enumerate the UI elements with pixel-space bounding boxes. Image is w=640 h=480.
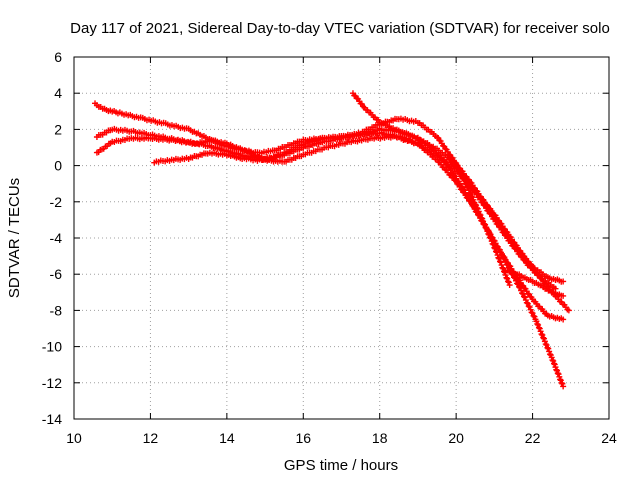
data-point-track-5 [541,338,548,345]
data-point-track-5 [545,345,552,352]
chart-title: Day 117 of 2021, Sidereal Day-to-day VTE… [70,20,610,37]
y-tick-label: 4 [54,85,62,101]
x-tick-label: 24 [601,430,617,446]
y-tick-label: 0 [54,158,62,174]
data-point-track-5 [549,357,556,364]
data-point-track-5 [537,328,544,335]
data-point-track-5 [541,335,548,342]
data-point-track-5 [550,360,557,367]
data-point-track-4 [497,259,504,266]
data-point-track-5 [553,366,560,373]
data-point-track-5 [514,280,521,287]
data-point-track-4 [505,279,512,286]
y-tick-label: 2 [54,121,62,137]
data-point-track-5 [360,103,367,110]
x-axis-label: GPS time / hours [284,457,398,474]
data-point-track-5 [516,283,523,290]
grid-lines [74,57,609,419]
data-point-track-4 [496,258,503,265]
data-point-track-5 [542,341,549,348]
y-tick-label: -4 [50,230,63,246]
data-point-track-5 [478,217,485,224]
data-point-track-5 [557,376,564,383]
data-point-track-5 [539,331,546,338]
data-point-track-5 [458,183,465,190]
data-point-track-5 [546,351,553,358]
data-point-track-5 [520,293,527,300]
y-axis-label: SDTVAR / TECUs [6,178,23,298]
data-point-track-4 [504,275,511,282]
x-tick-label: 14 [219,430,235,446]
data-point-track-2 [565,307,572,314]
data-point-track-5 [523,299,530,306]
data-point-track-1 [560,278,567,285]
plot-frame [73,56,610,420]
data-point-track-5 [534,320,541,327]
data-point-track-5 [533,318,540,325]
data-point-track-4 [506,282,513,289]
data-point-track-4 [495,254,502,261]
y-tick-label: 6 [54,49,62,65]
data-point-track-5 [463,192,470,199]
data-point-track-5 [500,255,507,262]
data-point-track-5 [498,251,505,258]
data-point-track-5 [468,201,475,208]
data-point-track-5 [546,348,553,355]
data-point-track-5 [530,312,537,319]
data-point-track-5 [519,290,526,297]
data-point-track-5 [558,379,565,386]
y-tick-label: -12 [42,375,62,391]
data-point-track-6 [520,256,527,263]
data-point-track-5 [525,303,532,310]
y-tick-label: -8 [50,302,63,318]
data-point-track-4 [503,274,510,281]
y-tick-label: -6 [50,266,63,282]
data-point-track-5 [538,331,545,338]
data-point-track-5 [480,220,487,227]
data-point-track-5 [465,195,472,202]
data-point-track-5 [536,325,543,332]
data-point-track-4 [498,262,505,269]
data-point-track-7 [560,292,567,299]
x-tick-label: 22 [525,430,541,446]
data-point-track-5 [528,309,535,316]
x-tick-label: 18 [372,430,388,446]
data-point-track-5 [535,324,542,331]
x-tick-label: 16 [295,430,311,446]
data-point-track-3 [560,316,567,323]
data-point-track-5 [560,383,567,390]
data-point-track-5 [505,264,512,271]
data-point-track-5 [473,208,480,215]
data-point-track-5 [495,246,502,253]
data-point-track-5 [543,342,550,349]
data-point-track-5 [475,211,482,218]
data-points [92,90,572,390]
data-point-track-5 [488,233,495,240]
x-tick-label: 20 [448,430,464,446]
data-point-track-5 [535,321,542,328]
y-tick-label: -2 [50,194,63,210]
data-point-track-5 [554,370,561,377]
data-point-track-5 [484,226,491,233]
data-point-track-5 [544,344,551,351]
x-tick-label: 10 [66,430,82,446]
y-tick-label: -14 [42,411,62,427]
data-point-track-5 [490,237,497,244]
data-point-track-5 [493,242,500,249]
data-point-track-5 [503,261,510,268]
data-point-track-5 [540,334,547,341]
data-point-track-4 [499,264,506,271]
data-point-track-4 [505,278,512,285]
y-tick-label: -10 [42,339,62,355]
x-tick-label: 12 [143,430,159,446]
data-point-track-5 [460,186,467,193]
